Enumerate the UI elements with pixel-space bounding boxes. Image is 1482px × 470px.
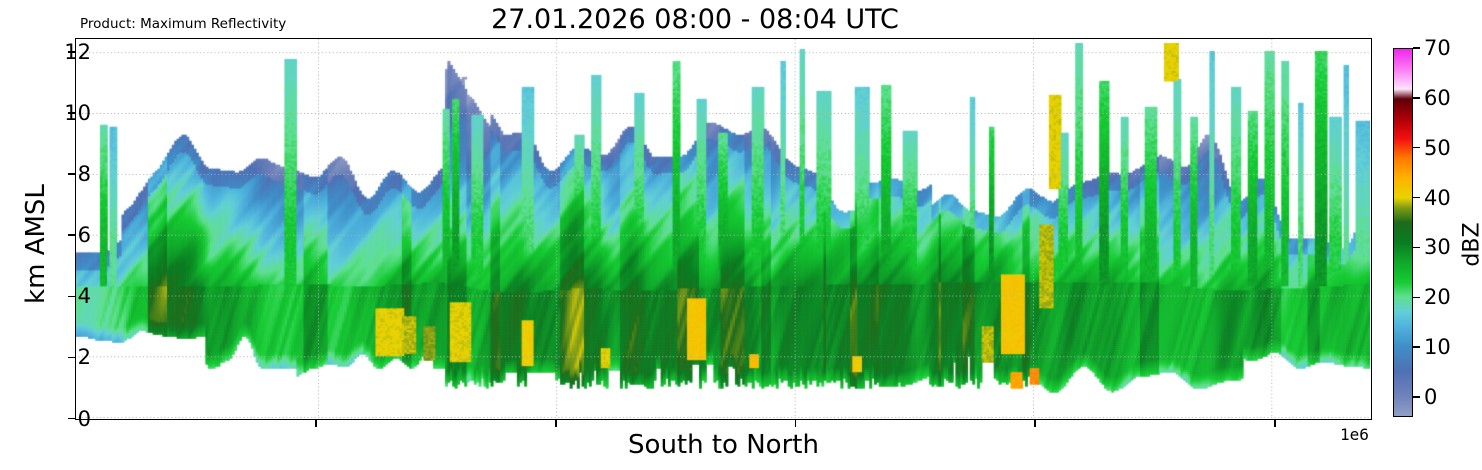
colorbar-tick-mark bbox=[1413, 147, 1420, 149]
colorbar-tick-label: 30 bbox=[1424, 235, 1451, 260]
x-tick-mark bbox=[794, 420, 797, 427]
y-tick-label: 8 bbox=[77, 162, 91, 187]
x-axis-exponent: 1e6 bbox=[1340, 425, 1369, 444]
y-tick-mark bbox=[68, 356, 75, 359]
colorbar-tick-mark bbox=[1413, 246, 1420, 249]
y-tick-mark bbox=[68, 173, 75, 175]
x-tick-mark bbox=[315, 420, 318, 427]
x-tick-mark bbox=[555, 420, 557, 427]
colorbar-tick-label: 0 bbox=[1424, 385, 1438, 410]
colorbar bbox=[1393, 48, 1413, 417]
page-title: 27.01.2026 08:00 - 08:04 UTC bbox=[491, 4, 899, 35]
y-tick-label: 0 bbox=[77, 406, 91, 431]
y-tick-label: 2 bbox=[77, 345, 91, 370]
colorbar-tick-mark bbox=[1413, 396, 1420, 398]
y-tick-mark bbox=[68, 51, 75, 53]
y-axis-title: km AMSL bbox=[21, 184, 51, 304]
reflectivity-heatmap-canvas bbox=[76, 39, 1370, 418]
y-tick-mark bbox=[68, 234, 75, 236]
colorbar-tick-label: 60 bbox=[1424, 85, 1451, 110]
y-tick-label: 4 bbox=[77, 284, 91, 309]
x-axis-title: South to North bbox=[628, 430, 819, 460]
y-tick-mark bbox=[68, 417, 75, 420]
x-tick-mark bbox=[1034, 420, 1036, 427]
colorbar-tick-mark bbox=[1413, 296, 1420, 298]
colorbar-tick-mark bbox=[1413, 47, 1420, 49]
y-tick-label: 6 bbox=[77, 223, 91, 248]
colorbar-tick-mark bbox=[1413, 196, 1420, 199]
y-tick-mark bbox=[68, 112, 75, 114]
x-tick-mark bbox=[1273, 420, 1276, 427]
colorbar-tick-label: 40 bbox=[1424, 185, 1451, 210]
y-tick-mark bbox=[68, 295, 75, 298]
colorbar-tick-label: 70 bbox=[1424, 36, 1451, 60]
colorbar-tick-mark bbox=[1413, 346, 1420, 348]
colorbar-gradient bbox=[1394, 49, 1412, 416]
colorbar-title: dBZ bbox=[1459, 222, 1482, 267]
plot-area bbox=[75, 38, 1372, 420]
colorbar-tick-label: 10 bbox=[1424, 335, 1451, 360]
colorbar-tick-label: 20 bbox=[1424, 285, 1451, 310]
product-label: Product: Maximum Reflectivity bbox=[80, 16, 287, 32]
colorbar-tick-label: 50 bbox=[1424, 135, 1451, 160]
colorbar-tick-mark bbox=[1413, 97, 1420, 99]
